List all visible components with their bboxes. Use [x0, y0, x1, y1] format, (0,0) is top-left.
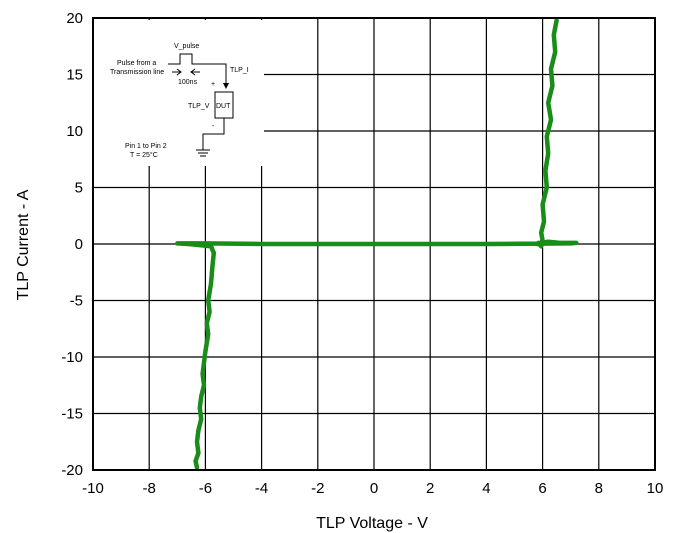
x-tick-label: 4	[482, 480, 490, 497]
series-group	[175, 18, 579, 470]
x-tick-label: 6	[538, 480, 546, 497]
tlp-iv-curve	[175, 18, 579, 470]
y-tick-label: -20	[61, 462, 83, 479]
pulse-from-label: Pulse from a	[117, 60, 156, 67]
current-arrow-head	[223, 83, 229, 89]
y-axis-title: TLP Current - A	[15, 189, 32, 300]
x-tick-label: 2	[426, 480, 434, 497]
plus-sign: +	[211, 81, 215, 88]
tlp-test-circuit-inset: V_pulse Pulse from a Transmission line 1…	[94, 20, 264, 166]
y-tick-label: 0	[75, 236, 83, 253]
transmission-line-label: Transmission line	[110, 69, 164, 76]
x-tick-label: -8	[143, 480, 156, 497]
x-tick-label: 0	[370, 480, 378, 497]
pin-note: Pin 1 to Pin 2	[125, 143, 167, 150]
y-tick-label: 10	[66, 123, 83, 140]
tlp-i-label: TLP_I	[230, 67, 249, 74]
pulse-width-arrow-right	[190, 68, 200, 76]
x-tick-label: -6	[199, 480, 212, 497]
circuit-wire-bottom	[202, 118, 225, 150]
pulse-width-arrow-left	[172, 68, 182, 76]
x-tick-label: 10	[647, 480, 664, 497]
ground-symbol	[196, 149, 210, 157]
x-tick-label: -10	[82, 480, 104, 497]
temperature-note: T = 25°C	[130, 151, 158, 159]
x-axis-title: TLP Voltage - V	[316, 515, 428, 532]
x-tick-label: -4	[255, 480, 268, 497]
v-pulse-label: V_pulse	[174, 43, 199, 50]
dut-label: DUT	[216, 103, 231, 110]
minus-sign: -	[212, 123, 215, 130]
x-tick-label: -2	[311, 480, 324, 497]
pulse-width-label: 100ns	[178, 79, 198, 86]
y-tick-label: 20	[66, 10, 83, 27]
circuit-wire-top	[203, 63, 227, 88]
y-tick-label: 15	[66, 67, 83, 84]
y-tick-label: -5	[70, 293, 83, 310]
inset-background	[94, 20, 264, 166]
plot-frame	[92, 17, 656, 471]
x-tick-label: 8	[595, 480, 603, 497]
pulse-waveform	[168, 53, 203, 65]
y-tick-label: -15	[61, 406, 83, 423]
y-tick-label: -10	[61, 349, 83, 366]
y-tick-label: 5	[75, 180, 83, 197]
tlp-v-label: TLP_V	[188, 103, 210, 110]
